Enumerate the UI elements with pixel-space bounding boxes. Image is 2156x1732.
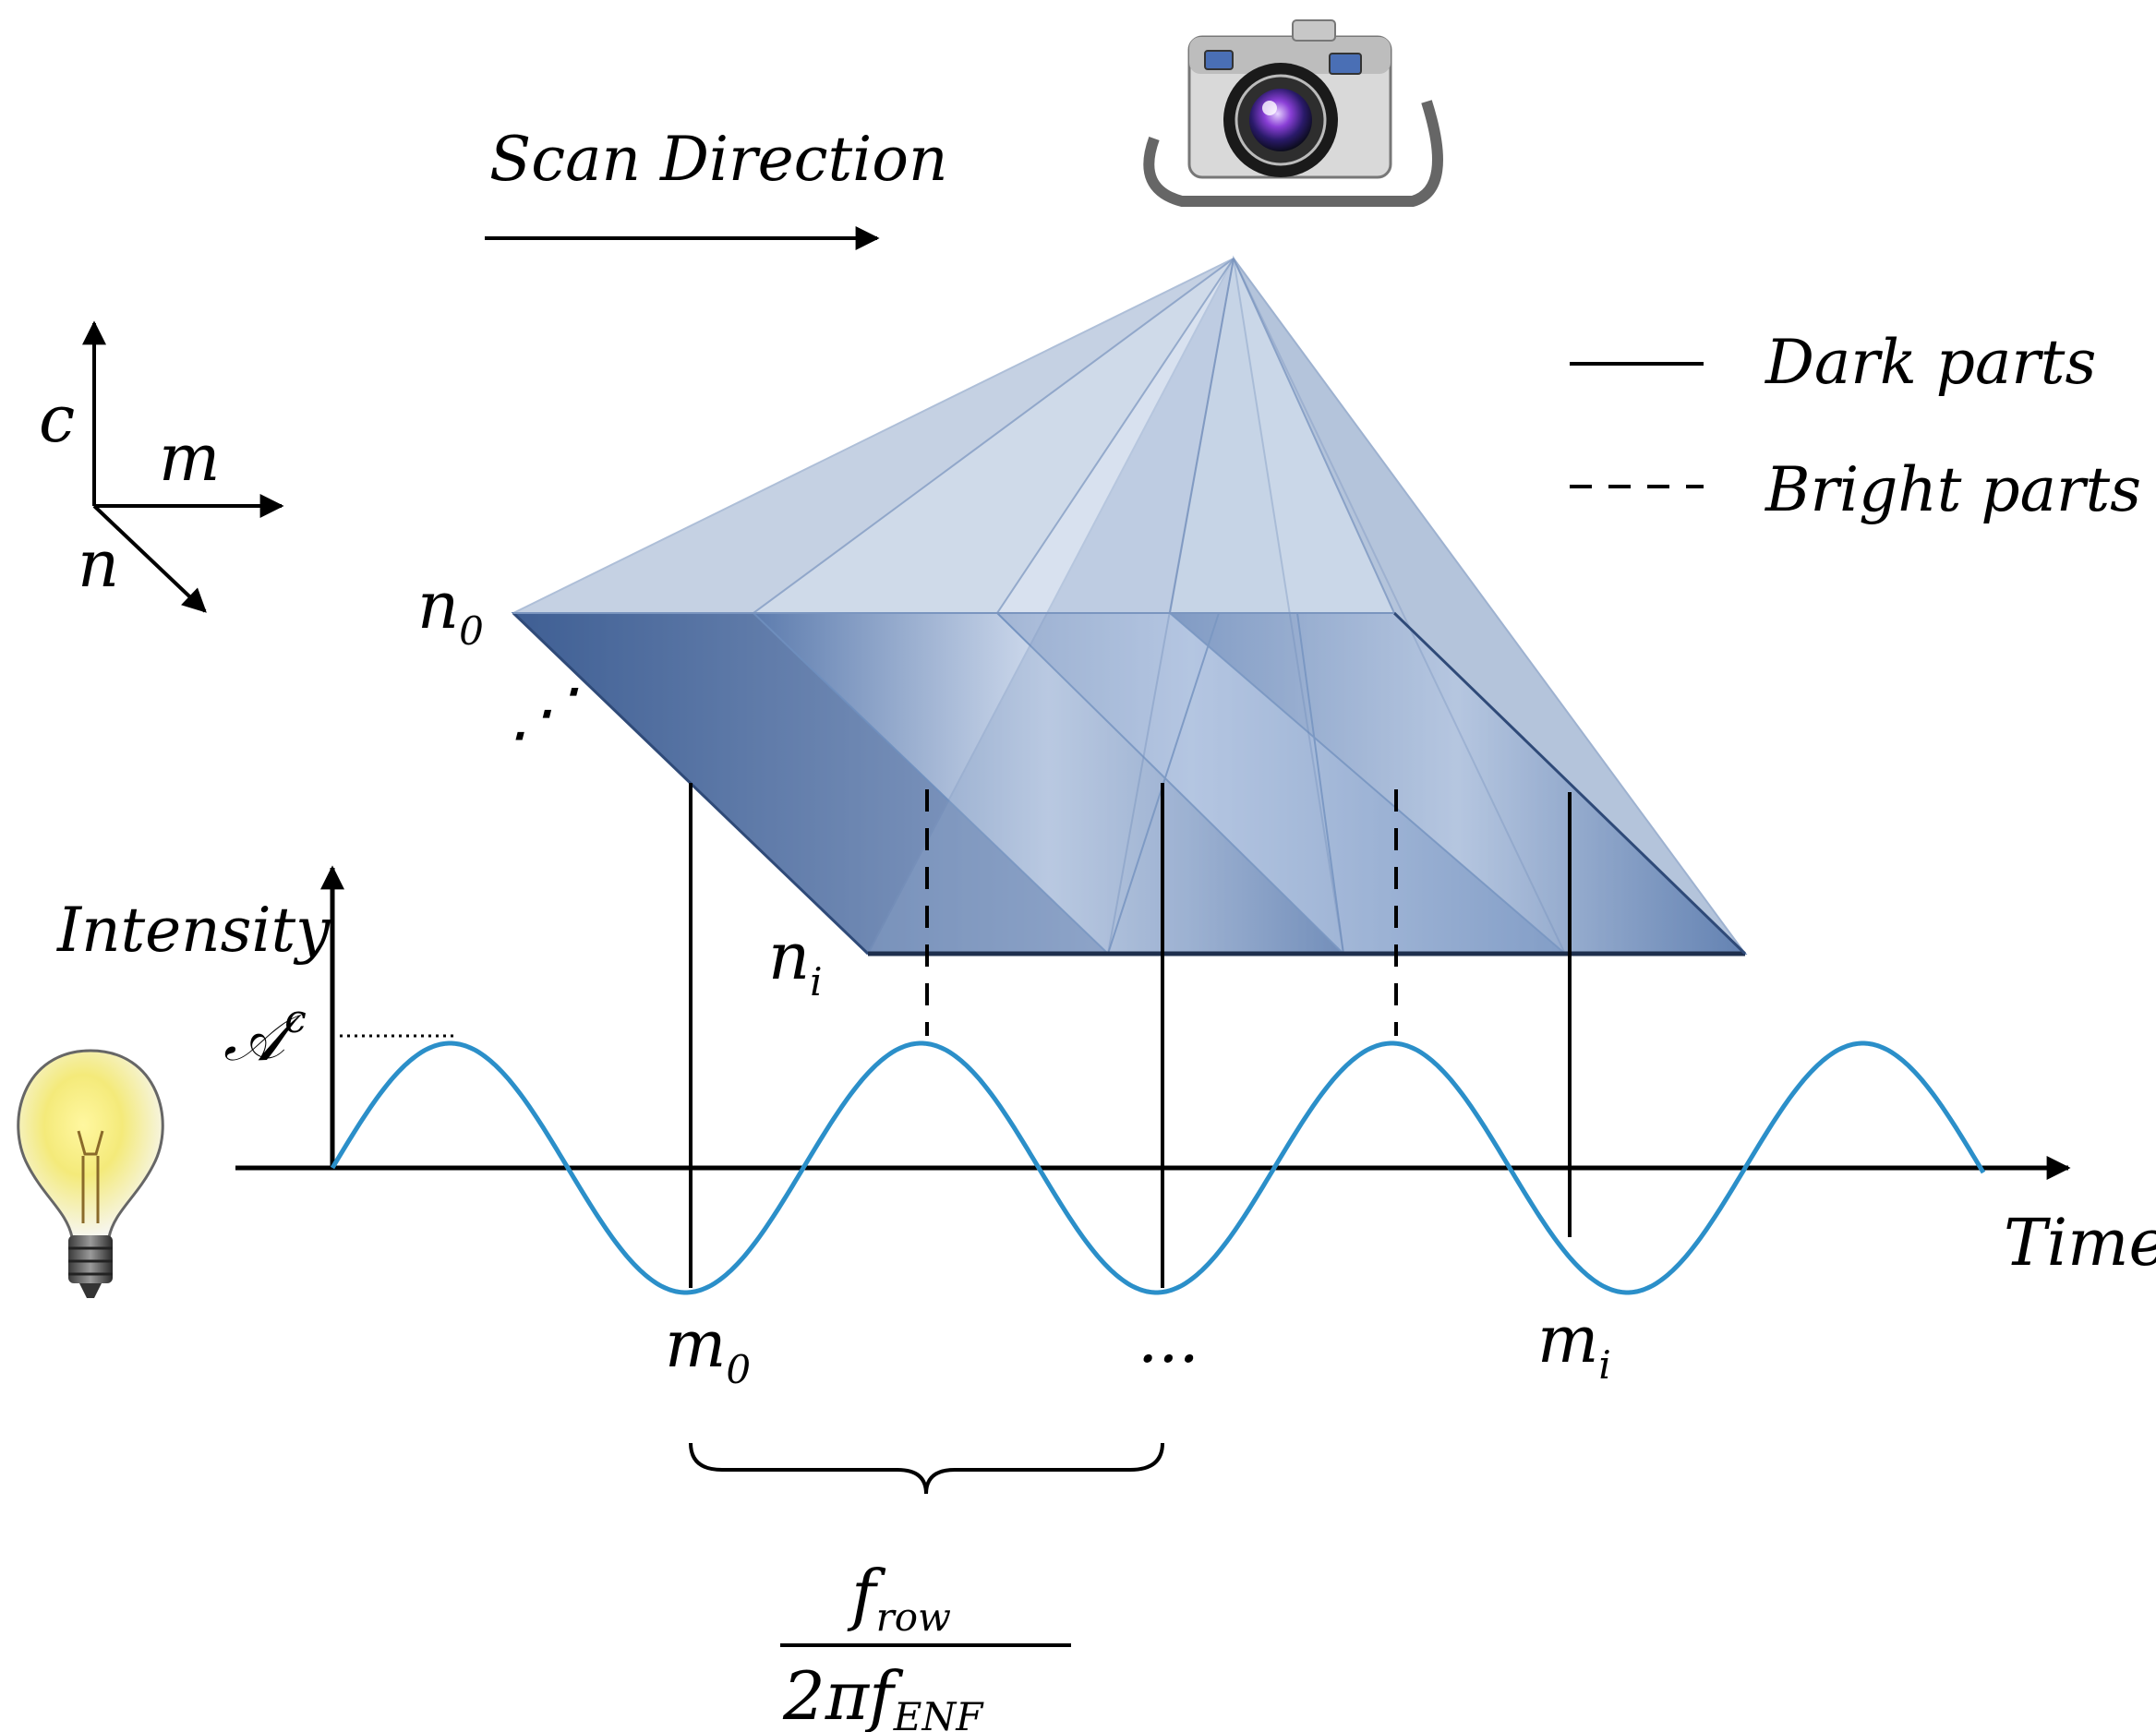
n0-label: n0 (417, 568, 484, 654)
mid-ellipsis: ... (1138, 1302, 1199, 1377)
coordinate-axes: c m n (39, 320, 284, 613)
period-annotation: frow 2πfENF (689, 1442, 1164, 1732)
period-brace (689, 1442, 1164, 1495)
c-axis-label: c (39, 381, 75, 457)
prism-right-edge (1392, 611, 1747, 956)
intensity-plot: Intensity Time 𝒜c (56, 865, 2156, 1295)
projection-lines (689, 783, 1572, 1288)
exposure-prism (511, 612, 1748, 955)
time-marks: m0 ... mi (665, 1302, 1611, 1392)
prism-band (753, 613, 1343, 954)
intensity-wave (330, 1040, 1986, 1295)
m0-label: m0 (665, 1306, 751, 1392)
fraction-numerator: frow (847, 1556, 951, 1640)
legend-bright-label: Bright parts (1765, 454, 2141, 525)
prism-band-edges (753, 612, 1566, 955)
ni-label: ni (768, 919, 823, 1004)
row-labels: n0 ⋰ ni (417, 568, 823, 1004)
scan-direction-label: Scan Direction (489, 124, 947, 195)
n-axis-arrow (92, 504, 207, 613)
legend-dark-label: Dark parts (1765, 327, 2096, 398)
scan-direction: Scan Direction (485, 124, 947, 250)
legend: Dark parts Bright parts (1570, 327, 2141, 525)
time-label: Time (2004, 1205, 2156, 1281)
prism-band (1170, 613, 1745, 954)
camera-pyramid (512, 255, 1747, 956)
light-bulb-icon (17, 1049, 164, 1298)
prism-band (513, 613, 1108, 954)
rows-ellipsis: ⋰ (510, 674, 579, 750)
fraction-denominator: 2πfENF (782, 1657, 984, 1732)
mi-label: mi (1537, 1302, 1611, 1388)
amplitude-label: 𝒜c (223, 996, 307, 1076)
n-axis-label: n (78, 526, 119, 602)
intensity-label: Intensity (56, 895, 331, 966)
m-axis-label: m (159, 420, 220, 496)
camera-icon (1143, 19, 1443, 207)
